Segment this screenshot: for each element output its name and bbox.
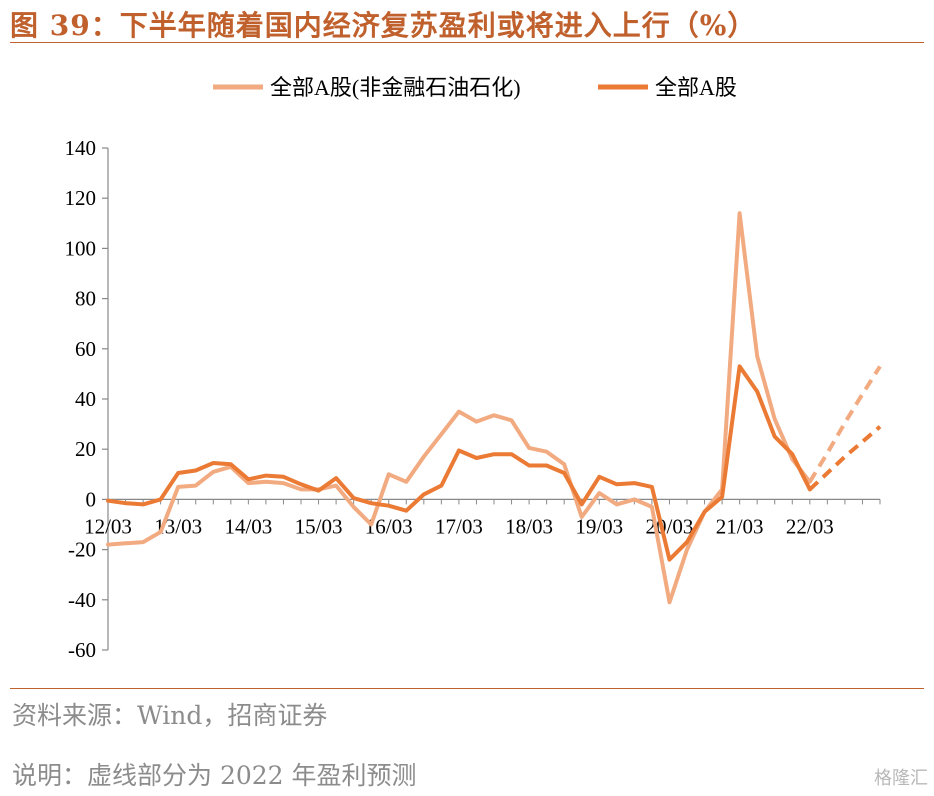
line-chart: 全部A股(非金融石油石化) 全部A股 -60 -40 -20 0 20 40 60 80 100 1… bbox=[65, 75, 882, 662]
note-text: 说明：虚线部分为 2022 年盈利预测 bbox=[12, 761, 417, 790]
source-divider bbox=[10, 688, 924, 689]
x-tick-label: 21/03 bbox=[716, 514, 764, 538]
x-tick-label: 19/03 bbox=[575, 514, 623, 538]
x-tick-label: 18/03 bbox=[505, 514, 553, 538]
plot-area bbox=[106, 211, 882, 605]
y-tick-label: -40 bbox=[68, 588, 96, 612]
series-forecast-0 bbox=[808, 365, 882, 483]
y-tick-label: 40 bbox=[75, 387, 96, 411]
y-tick-label: 140 bbox=[65, 136, 97, 160]
x-tick-label: 15/03 bbox=[295, 514, 343, 538]
series-line-0 bbox=[106, 211, 812, 605]
y-tick-label: -60 bbox=[68, 638, 96, 662]
x-tick-label: 12/03 bbox=[84, 514, 132, 538]
y-tick-label: 60 bbox=[75, 337, 96, 361]
y-tick-label: 80 bbox=[75, 287, 96, 311]
series-forecast-1 bbox=[808, 425, 882, 491]
y-tick-label: 0 bbox=[86, 487, 97, 511]
y-tick-label: -20 bbox=[68, 538, 96, 562]
legend-label-0: 全部A股(非金融石油石化) bbox=[270, 75, 521, 100]
legend-label-1: 全部A股 bbox=[655, 75, 737, 100]
title-divider bbox=[10, 42, 924, 43]
x-tick-label: 17/03 bbox=[435, 514, 483, 538]
y-tick-label: 120 bbox=[65, 186, 97, 210]
series-line-1 bbox=[106, 364, 812, 562]
x-tick-label: 14/03 bbox=[224, 514, 272, 538]
chart-legend: 全部A股(非金融石油石化) 全部A股 bbox=[213, 75, 737, 100]
source-text: 资料来源：Wind，招商证券 bbox=[12, 701, 328, 730]
chart-title: 图 39：下半年随着国内经济复苏盈利或将进入上行（%） bbox=[10, 9, 757, 42]
watermark-logo: 格隆汇 bbox=[874, 768, 928, 789]
x-tick-label: 22/03 bbox=[786, 514, 834, 538]
y-tick-label: 20 bbox=[75, 437, 96, 461]
y-tick-label: 100 bbox=[65, 236, 97, 260]
